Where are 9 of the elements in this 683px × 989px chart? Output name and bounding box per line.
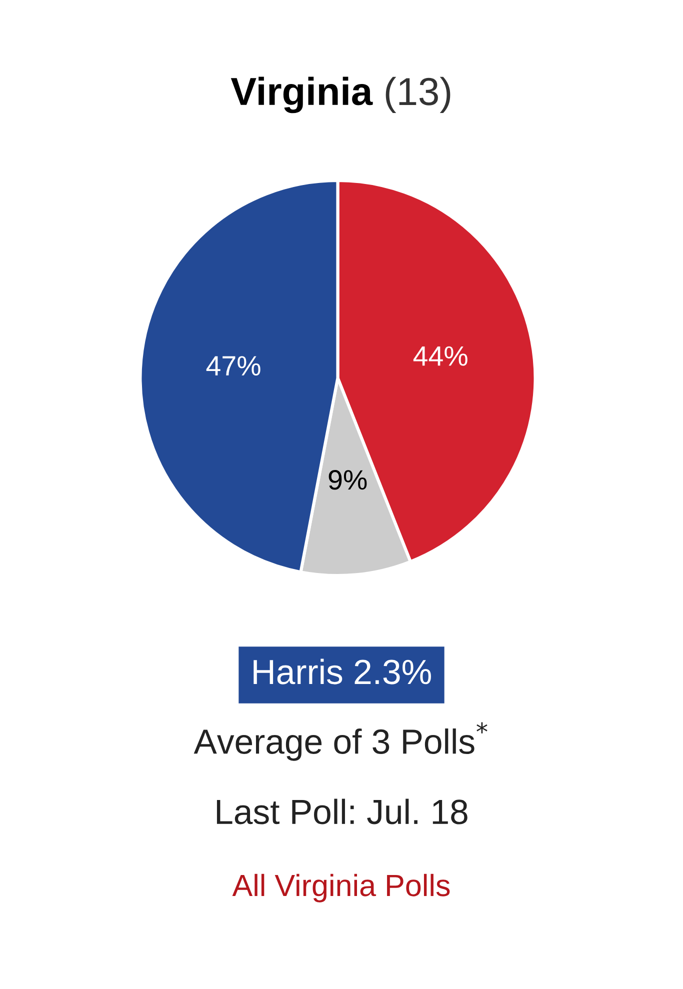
data-label: 9% [328,470,367,490]
chart-title: Virginia [230,76,373,114]
data-label: 44% [413,346,468,366]
text: Last Poll: Jul. 18 [216,798,468,824]
text: All Virginia Polls [232,874,450,902]
text: Average of 3 Polls$^{*}$ [194,722,488,761]
text: Harris 2.3% [254,658,431,684]
chart-subtitle: (13) [386,76,450,114]
data-label: 47% [206,356,260,376]
